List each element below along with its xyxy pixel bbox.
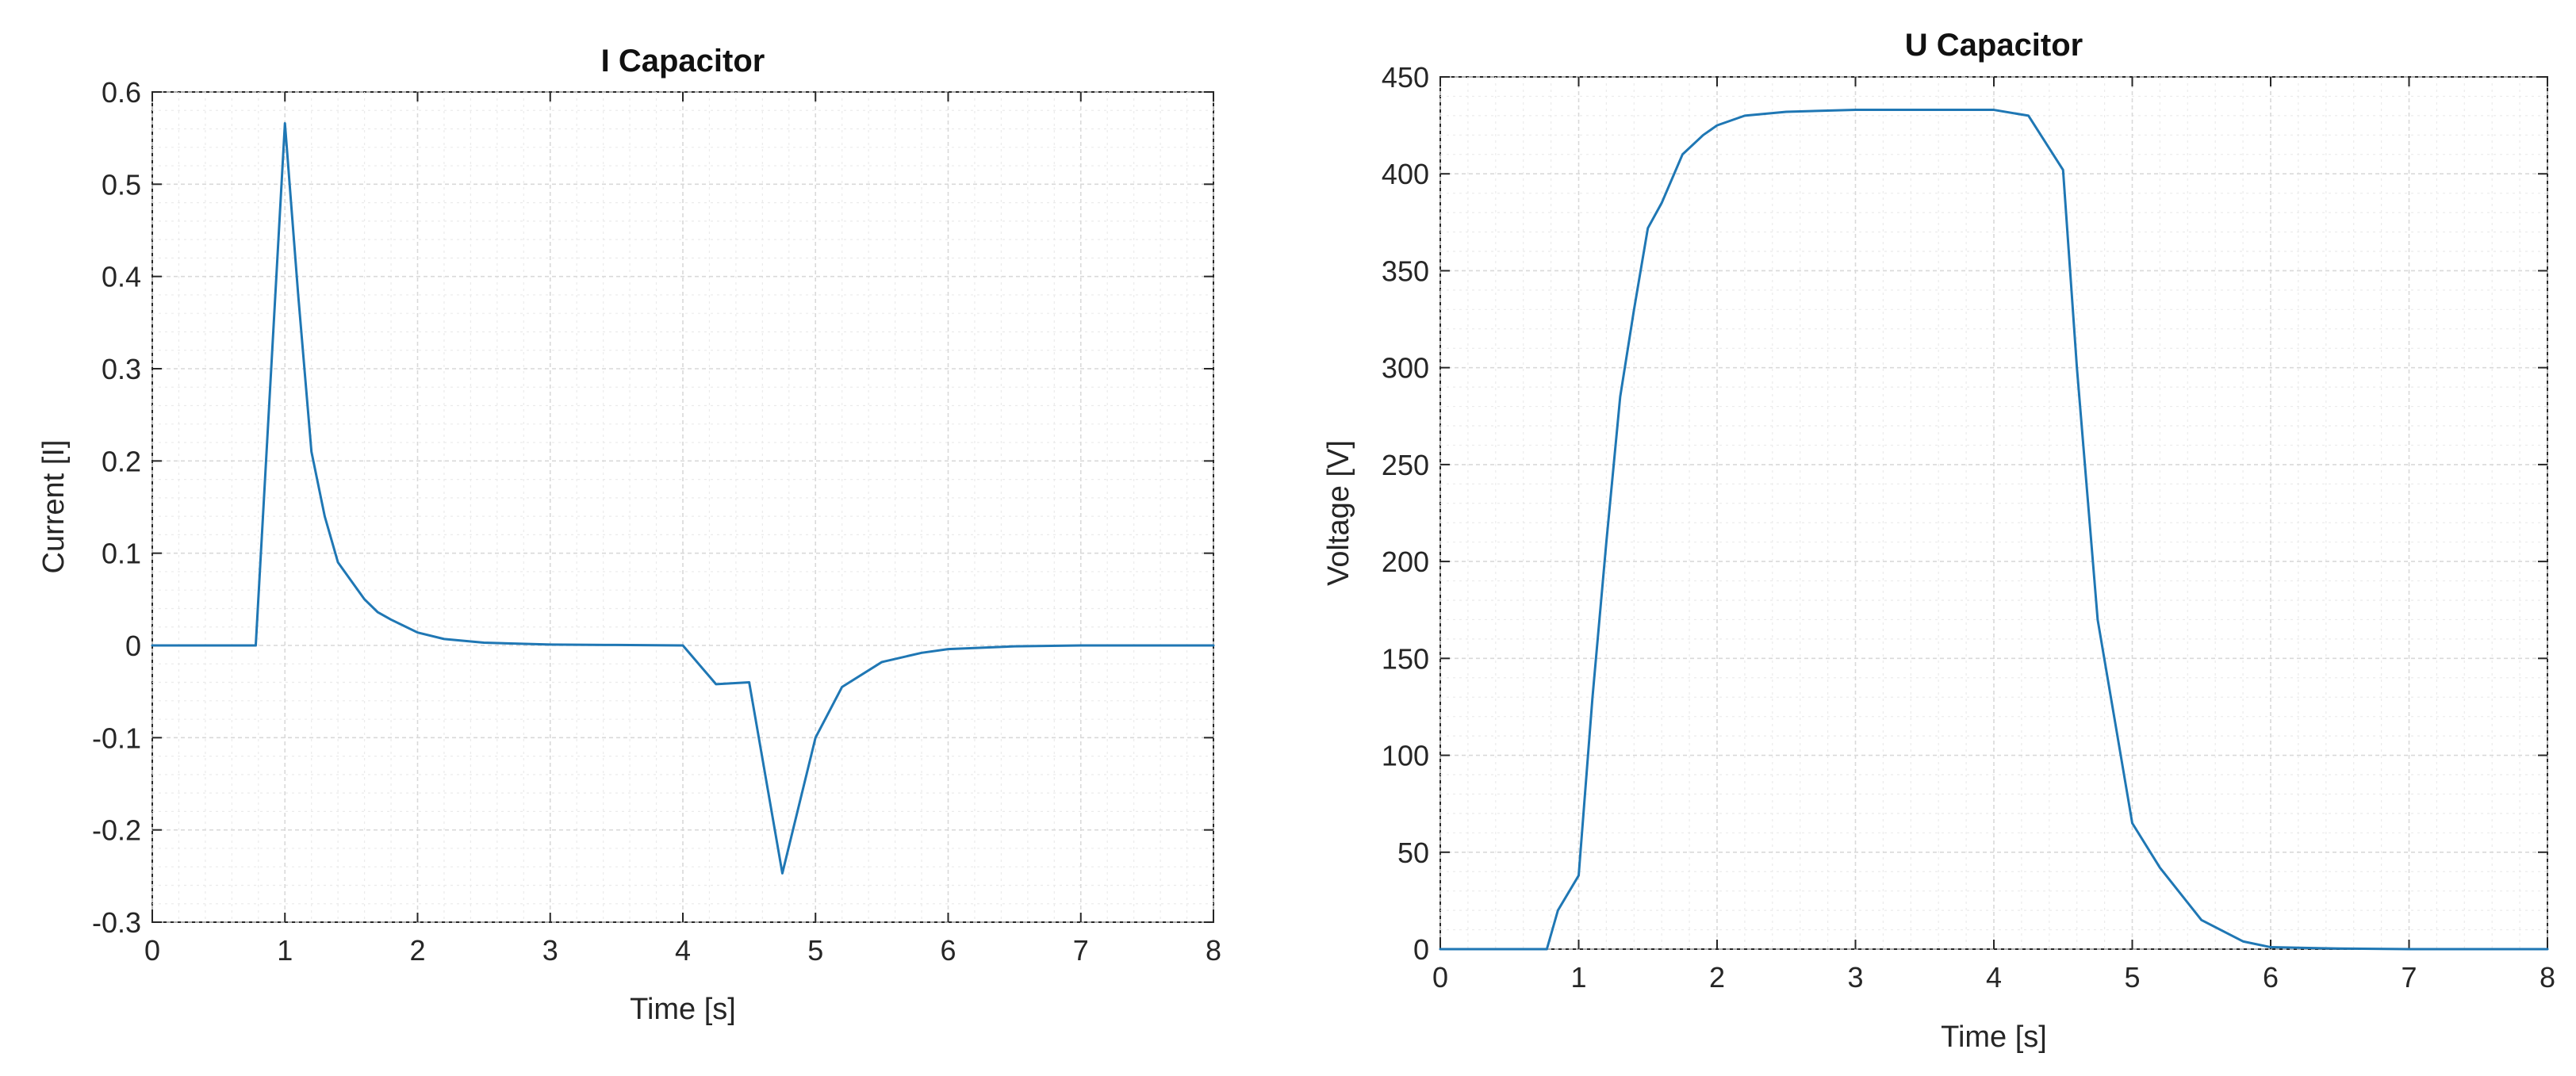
u-capacitor-y-tick-label: 150: [1382, 642, 1429, 675]
u-capacitor-y-tick-label: 400: [1382, 158, 1429, 190]
i-capacitor-y-tick-label: -0.1: [92, 722, 141, 754]
i-capacitor-x-tick-label: 7: [1073, 934, 1089, 967]
i-capacitor-y-tick-label: -0.3: [92, 906, 141, 939]
i-capacitor-y-tick-label: 0.1: [102, 538, 141, 570]
u-capacitor-x-tick-label: 6: [2263, 961, 2279, 994]
i-capacitor-y-tick-label: 0.5: [102, 168, 141, 201]
i-capacitor-chart: 0 1 2 3 4 5 6 7 8 -0.3 -0.2 -0.1 0 0.1 0.2 0.3 0.4 0.5 0.6…: [37, 44, 1221, 1026]
i-capacitor-ticks: 0 1 2 3 4 5 6 7 8 -0.3 -0.2 -0.1 0 0.1 0.2 0.3 0.4 0.5 0.6: [92, 76, 1221, 967]
i-capacitor-x-tick-label: 3: [542, 934, 558, 967]
i-capacitor-x-tick-label: 1: [277, 934, 293, 967]
u-capacitor-y-tick-label: 0: [1413, 933, 1429, 966]
u-capacitor-x-axis-label: Time [s]: [1941, 1020, 2047, 1054]
u-capacitor-y-tick-label: 50: [1397, 837, 1429, 869]
u-capacitor-y-tick-label: 350: [1382, 255, 1429, 287]
u-capacitor-x-tick-label: 4: [1986, 961, 2002, 994]
u-capacitor-x-tick-label: 3: [1847, 961, 1863, 994]
u-capacitor-x-tick-label: 0: [1432, 961, 1448, 994]
u-capacitor-y-tick-label: 300: [1382, 352, 1429, 385]
u-capacitor-y-axis-label: Voltage [V]: [1322, 440, 1355, 586]
u-capacitor-chart: 0 1 2 3 4 5 6 7 8 0 50 100 150 200 250 300 350 400 450 U C…: [1322, 28, 2555, 1054]
i-capacitor-y-tick-label: 0.6: [102, 76, 141, 109]
u-capacitor-x-tick-label: 7: [2401, 961, 2417, 994]
i-capacitor-y-axis-label: Current [I]: [37, 440, 71, 574]
u-capacitor-y-tick-label: 450: [1382, 61, 1429, 94]
u-capacitor-x-tick-label: 1: [1570, 961, 1586, 994]
i-capacitor-y-tick-label: -0.2: [92, 814, 141, 847]
i-capacitor-y-tick-label: 0.3: [102, 353, 141, 385]
i-capacitor-y-tick-label: 0.2: [102, 445, 141, 477]
u-capacitor-x-tick-label: 5: [2124, 961, 2140, 994]
i-capacitor-x-tick-label: 4: [675, 934, 691, 967]
u-capacitor-x-tick-label: 8: [2540, 961, 2555, 994]
i-capacitor-x-tick-label: 6: [940, 934, 956, 967]
i-capacitor-x-tick-label: 0: [144, 934, 160, 967]
i-capacitor-x-tick-label: 5: [807, 934, 823, 967]
i-capacitor-x-tick-label: 8: [1206, 934, 1221, 967]
u-capacitor-title: U Capacitor: [1905, 28, 2083, 63]
i-capacitor-x-axis-label: Time [s]: [630, 993, 736, 1026]
u-capacitor-y-tick-label: 250: [1382, 449, 1429, 481]
u-capacitor-x-tick-label: 2: [1709, 961, 1725, 994]
i-capacitor-grid: [151, 91, 1214, 923]
i-capacitor-x-tick-label: 2: [409, 934, 425, 967]
u-capacitor-grid: [1439, 76, 2548, 950]
u-capacitor-y-tick-label: 100: [1382, 740, 1429, 772]
i-capacitor-y-tick-label: 0.4: [102, 261, 141, 293]
i-capacitor-title: I Capacitor: [601, 44, 765, 78]
u-capacitor-series-line: [1439, 109, 2549, 951]
u-capacitor-y-tick-label: 200: [1382, 546, 1429, 578]
i-capacitor-series-line: [151, 122, 1215, 875]
u-capacitor-ticks: 0 1 2 3 4 5 6 7 8 0 50 100 150 200 250 300 350 400 450: [1382, 61, 2555, 994]
i-capacitor-y-tick-label: 0: [125, 630, 141, 662]
